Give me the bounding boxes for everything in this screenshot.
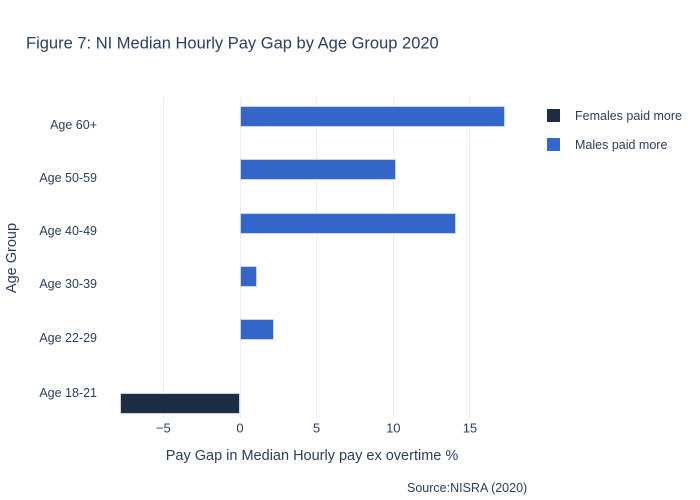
legend: Females paid more Males paid more (547, 103, 682, 161)
females-paid-more-swatch-icon (547, 109, 560, 122)
gridline-x-10 (392, 98, 394, 418)
x-tick-label: 15 (462, 420, 478, 436)
bar-age-60[interactable] (240, 106, 506, 127)
source-note: Source:NISRA (2020) (407, 481, 528, 495)
gridline-x-0 (239, 98, 241, 418)
y-axis-title: Age Group (4, 222, 20, 294)
gridline-x--5 (162, 98, 164, 418)
bar-age-30-39[interactable] (240, 266, 257, 287)
bar-age-50-59[interactable] (240, 159, 397, 181)
gridline-x-15 (469, 98, 471, 418)
bar-age-22-29[interactable] (240, 319, 274, 341)
bar-age-18-21[interactable] (120, 392, 240, 414)
x-tick-label: −5 (155, 420, 171, 436)
males-paid-more-swatch-icon (547, 138, 560, 151)
y-tick-label-age-30-39: Age 30-39 (39, 277, 97, 292)
y-tick-label-age-40-49: Age 40-49 (39, 224, 97, 238)
x-tick-label: 5 (313, 420, 321, 436)
x-tick-label: 10 (386, 420, 401, 436)
legend-item-females-paid-more[interactable]: Females paid more (547, 103, 682, 128)
x-tick-label: 0 (236, 420, 244, 436)
legend-item-label: Females paid more (575, 108, 682, 123)
y-tick-label-age-22-29: Age 22-29 (39, 330, 97, 345)
x-axis-title: Pay Gap in Median Hourly pay ex overtime… (165, 448, 459, 464)
legend-item-label: Males paid more (575, 137, 668, 152)
legend-item-males-paid-more[interactable]: Males paid more (547, 132, 682, 157)
y-tick-label-age-50-59: Age 50-59 (39, 170, 97, 185)
y-tick-label-age-18-21: Age 18-21 (39, 385, 97, 400)
bar-age-40-49[interactable] (240, 212, 457, 234)
chart-title: Figure 7: NI Median Hourly Pay Gap by Ag… (26, 34, 439, 53)
y-tick-label-age-60: Age 60+ (50, 117, 97, 132)
gridline-x-5 (316, 98, 318, 418)
